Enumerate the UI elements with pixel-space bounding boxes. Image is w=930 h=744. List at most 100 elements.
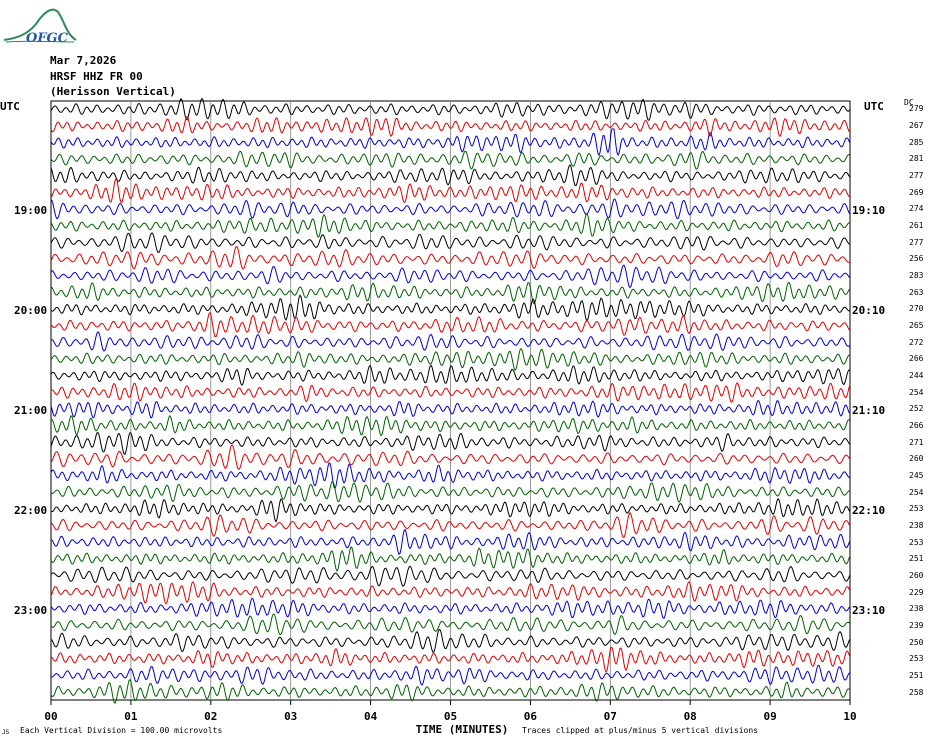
seismic-trace [50,565,851,587]
seismic-trace [50,347,851,371]
logo-text: OFGC [26,31,69,46]
dc-value: 265 [909,321,924,330]
x-tick-label: 08 [684,710,697,723]
x-axis-ticks: 00 01 02 03 04 05 06 07 08 09 10 [44,700,857,723]
dc-value: 283 [909,271,924,280]
dc-value: 266 [909,354,924,363]
dc-value: 260 [909,454,924,463]
seismic-trace [50,597,851,619]
dc-value: 267 [909,121,924,130]
dc-value: 238 [909,521,924,530]
dc-value: 253 [909,654,924,663]
utc-left-label: UTC [0,100,20,113]
seismic-trace [50,212,851,238]
seismic-trace [50,264,851,289]
dc-value: 270 [909,304,924,313]
x-axis-label: TIME (MINUTES) [416,723,509,736]
dc-value: 261 [909,221,924,230]
time-label-right: 19:10 [852,204,886,217]
utc-right-label: UTC [864,100,884,113]
time-label-right: 20:10 [852,304,886,317]
seismic-trace [50,331,851,352]
dc-value: 272 [909,338,924,347]
seismic-trace [50,177,851,204]
seismic-trace [50,364,851,387]
dc-value: 254 [909,488,924,497]
x-tick-label: 01 [124,710,138,723]
dc-value: 238 [909,604,924,613]
dc-value: 239 [909,621,924,630]
dc-value: 256 [909,254,924,263]
dc-value: 253 [909,538,924,547]
dc-value: 263 [909,288,924,297]
seismic-trace [50,580,851,605]
dc-label: DC [904,98,914,107]
footer-scale: Each Vertical Division = 100.00 microvol… [20,726,223,735]
dc-value: 253 [909,504,924,513]
time-label-left: 23:00 [14,604,48,617]
seismic-trace [50,311,851,338]
logo-mountain-icon [3,8,77,41]
ofgc-logo: OFGC [3,8,77,46]
seismic-trace [50,431,851,455]
time-label-right: 23:10 [852,604,886,617]
seismic-trace [50,97,851,121]
dc-value: 271 [909,438,924,447]
dc-value: 269 [909,188,924,197]
time-label-left: 19:00 [14,204,48,217]
header-station: HRSF HHZ FR 00 [50,70,143,83]
dc-value: 260 [909,571,924,580]
seismic-trace [50,665,851,686]
seismic-trace [50,281,851,305]
time-label-right: 22:10 [852,504,886,517]
header-location: (Herisson Vertical) [50,85,176,98]
dc-value: 229 [909,588,924,597]
x-tick-label: 05 [444,710,457,723]
seismic-trace [50,628,851,653]
seismic-trace [50,399,851,419]
seismic-trace [50,462,851,490]
seismic-trace [50,198,851,220]
x-tick-label: 04 [364,710,378,723]
seismic-trace [50,415,851,437]
time-label-left: 20:00 [14,304,48,317]
time-label-left: 22:00 [14,504,48,517]
seismic-trace [50,678,851,705]
seismic-trace [50,382,851,403]
x-tick-label: 06 [524,710,538,723]
dc-value: 281 [909,154,924,163]
seismic-trace [50,294,851,322]
dc-value: 250 [909,638,924,647]
dc-value: 279 [909,104,924,113]
seismic-trace [50,164,851,187]
seismic-trace [50,646,851,673]
time-label-left: 21:00 [14,404,48,417]
x-tick-label: 02 [204,710,217,723]
x-tick-label: 09 [763,710,776,723]
dc-value: 258 [909,688,924,697]
seismic-trace [50,232,851,253]
x-tick-label: 00 [44,710,57,723]
dc-value: 277 [909,238,924,247]
time-label-right: 21:10 [852,404,886,417]
dc-value: 252 [909,404,924,413]
dc-value: 244 [909,371,924,380]
dc-value: 251 [909,671,924,680]
dc-value: 285 [909,138,924,147]
seismic-trace [50,528,851,556]
dc-value: 274 [909,204,924,213]
seismic-trace [50,444,851,471]
seismic-trace [50,150,851,170]
footer-marker: JS [2,729,10,736]
x-tick-label: 03 [284,710,297,723]
seismic-trace [50,481,851,504]
dc-value: 251 [909,554,924,563]
seismic-trace [50,128,851,157]
seismic-trace [50,246,851,270]
seismic-traces [50,97,851,705]
footer-clip: Traces clipped at plus/minus 5 vertical … [522,726,759,735]
x-tick-label: 07 [604,710,617,723]
dc-value: 266 [909,421,924,430]
x-tick-label: 10 [843,710,856,723]
